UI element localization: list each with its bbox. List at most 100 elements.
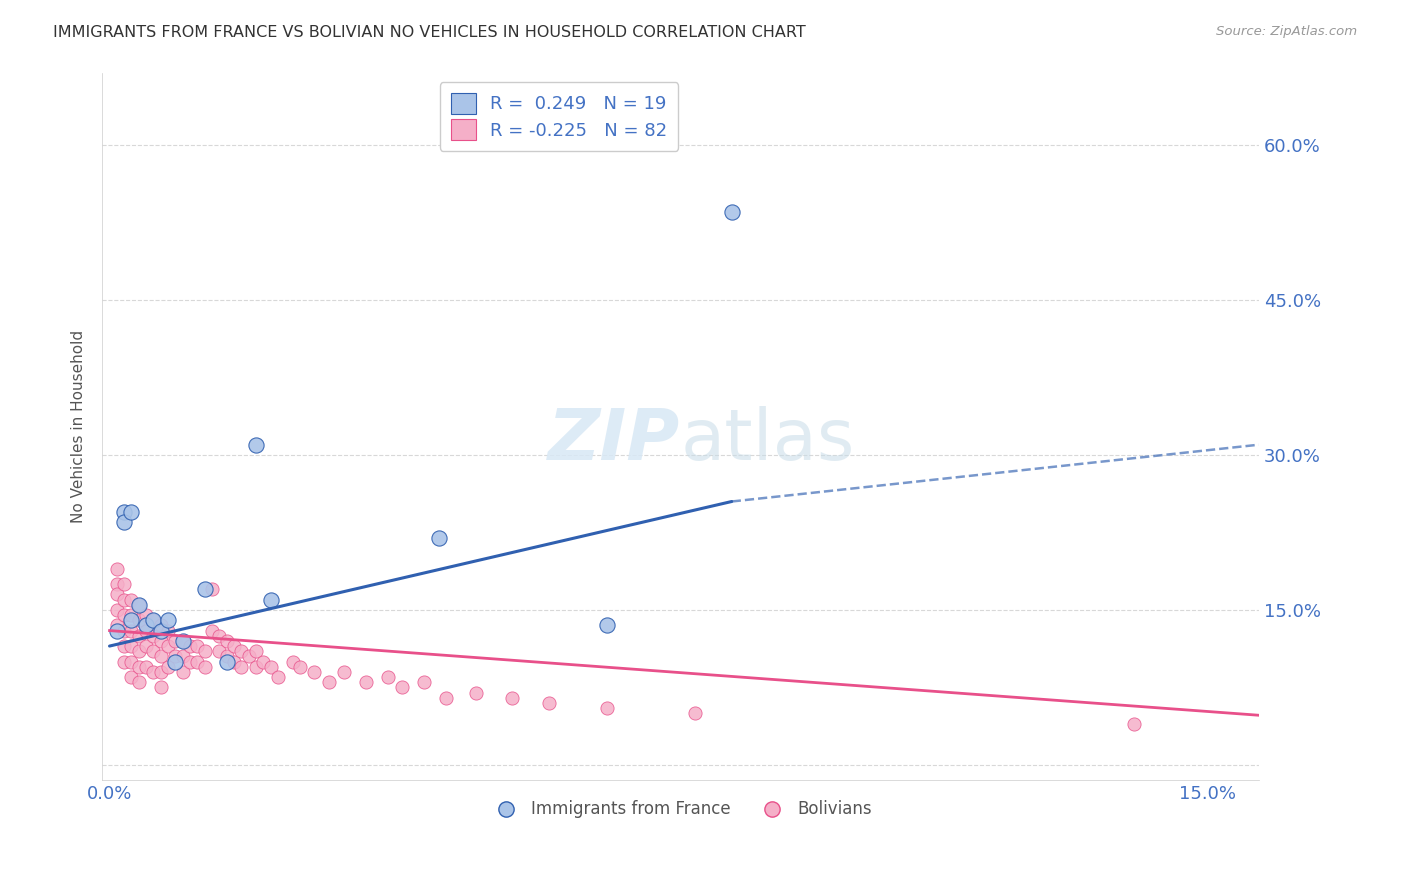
Point [112, 592, 135, 607]
Point [128, 598, 150, 612]
Point [377, 670, 399, 684]
Point [165, 633, 187, 648]
Point [172, 649, 194, 664]
Point [596, 701, 619, 715]
Point [596, 618, 619, 632]
Text: IMMIGRANTS FROM FRANCE VS BOLIVIAN NO VEHICLES IN HOUSEHOLD CORRELATION CHART: IMMIGRANTS FROM FRANCE VS BOLIVIAN NO VE… [53, 25, 806, 40]
Point [135, 608, 157, 623]
Point [172, 633, 194, 648]
Point [172, 665, 194, 679]
Point [252, 655, 274, 669]
Point [238, 649, 260, 664]
Point [121, 670, 143, 684]
Point [194, 582, 217, 597]
Point [112, 624, 135, 638]
Point [128, 644, 150, 658]
Point [121, 608, 143, 623]
Point [105, 587, 128, 601]
Point [142, 629, 165, 643]
Point [304, 665, 326, 679]
Point [267, 670, 290, 684]
Text: atlas: atlas [681, 406, 855, 475]
Point [186, 655, 208, 669]
Point [149, 618, 172, 632]
Point [128, 675, 150, 690]
Point [105, 603, 128, 617]
Point [121, 505, 143, 519]
Point [413, 675, 436, 690]
Point [128, 659, 150, 673]
Point [165, 655, 187, 669]
Point [105, 624, 128, 638]
Point [112, 639, 135, 653]
Point [288, 659, 311, 673]
Point [179, 639, 201, 653]
Point [105, 618, 128, 632]
Point [391, 681, 413, 695]
Point [157, 624, 180, 638]
Point [354, 675, 377, 690]
Point [121, 613, 143, 627]
Point [208, 644, 231, 658]
Point [318, 675, 340, 690]
Point [135, 618, 157, 632]
Point [201, 582, 224, 597]
Point [464, 685, 486, 699]
Point [683, 706, 706, 721]
Point [105, 577, 128, 591]
Point [434, 690, 457, 705]
Point [149, 681, 172, 695]
Point [208, 629, 231, 643]
Point [245, 438, 267, 452]
Point [149, 665, 172, 679]
Point [105, 561, 128, 575]
Point [149, 624, 172, 638]
Point [121, 639, 143, 653]
Point [165, 649, 187, 664]
Point [194, 644, 217, 658]
Point [332, 665, 354, 679]
Point [142, 644, 165, 658]
Point [121, 655, 143, 669]
Point [135, 624, 157, 638]
Point [157, 639, 180, 653]
Point [112, 608, 135, 623]
Point [245, 644, 267, 658]
Point [1123, 716, 1146, 731]
Point [231, 659, 253, 673]
Point [135, 659, 157, 673]
Point [128, 629, 150, 643]
Point [501, 690, 523, 705]
Point [215, 655, 238, 669]
Point [121, 592, 143, 607]
Point [222, 639, 245, 653]
Point [172, 633, 194, 648]
Point [281, 655, 304, 669]
Point [112, 515, 135, 529]
Point [186, 639, 208, 653]
Point [245, 659, 267, 673]
Point [720, 205, 742, 219]
Point [179, 655, 201, 669]
Point [231, 644, 253, 658]
Point [149, 633, 172, 648]
Y-axis label: No Vehicles in Household: No Vehicles in Household [72, 330, 86, 524]
Point [194, 659, 217, 673]
Point [157, 613, 180, 627]
Point [121, 624, 143, 638]
Point [128, 598, 150, 612]
Point [259, 659, 281, 673]
Point [112, 655, 135, 669]
Point [112, 577, 135, 591]
Text: Source: ZipAtlas.com: Source: ZipAtlas.com [1216, 25, 1357, 38]
Point [135, 639, 157, 653]
Point [142, 665, 165, 679]
Legend: Immigrants from France, Bolivians: Immigrants from France, Bolivians [482, 794, 879, 825]
Point [128, 613, 150, 627]
Point [157, 659, 180, 673]
Point [149, 649, 172, 664]
Point [112, 505, 135, 519]
Text: ZIP: ZIP [548, 406, 681, 475]
Point [537, 696, 560, 710]
Point [259, 592, 281, 607]
